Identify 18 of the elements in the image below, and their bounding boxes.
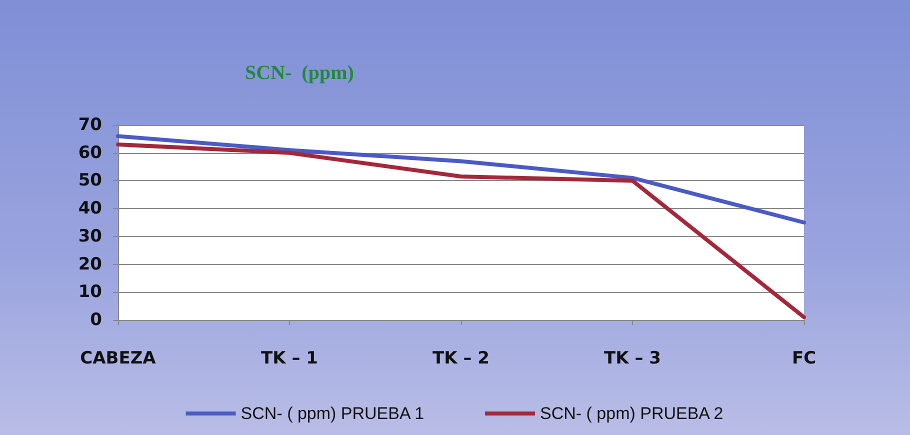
- y-tick-label: 60: [78, 142, 102, 163]
- legend-label: SCN- ( ppm) PRUEBA 2: [540, 404, 724, 423]
- y-tick-label: 10: [78, 282, 102, 302]
- y-tick-label: 0: [90, 310, 102, 330]
- chart-title: SCN- (ppm): [245, 62, 354, 84]
- line-series: [116, 142, 806, 320]
- x-tick-label: TK – 3: [604, 348, 661, 368]
- y-tick-label: 30: [78, 226, 102, 246]
- x-tick-label: CABEZA: [80, 348, 157, 368]
- y-tick-label: 50: [78, 170, 102, 191]
- y-tick-label: 70: [78, 115, 102, 135]
- x-tick-label: FC: [792, 348, 816, 368]
- line-series: [116, 134, 806, 224]
- x-tick-label: TK – 1: [261, 348, 318, 368]
- y-tick-label: 40: [78, 198, 102, 219]
- x-tick-label: TK – 2: [432, 348, 490, 368]
- legend-label: SCN- ( ppm) PRUEBA 1: [240, 404, 424, 423]
- y-tick-label: 20: [78, 254, 102, 274]
